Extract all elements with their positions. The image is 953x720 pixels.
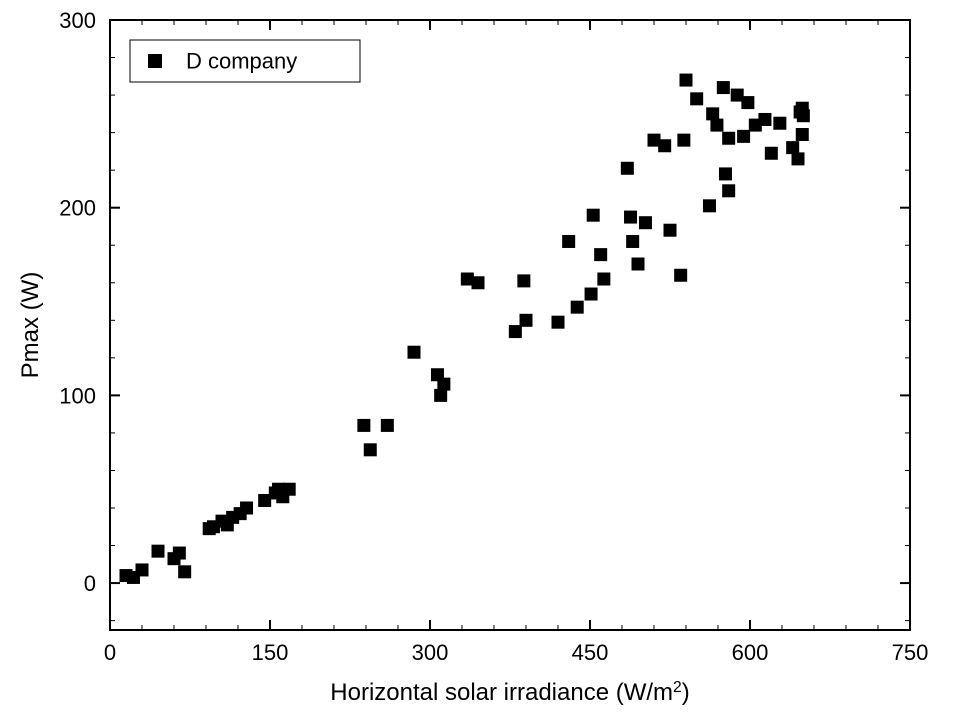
data-point bbox=[241, 502, 253, 514]
data-point bbox=[742, 97, 754, 109]
data-point bbox=[520, 314, 532, 326]
data-point bbox=[719, 168, 731, 180]
x-tick-label: 450 bbox=[572, 640, 609, 665]
data-point bbox=[136, 564, 148, 576]
data-point bbox=[711, 119, 723, 131]
data-point bbox=[381, 419, 393, 431]
data-point bbox=[563, 235, 575, 247]
data-point bbox=[703, 200, 715, 212]
data-point bbox=[796, 128, 808, 140]
data-point bbox=[621, 162, 633, 174]
plot-frame bbox=[110, 20, 910, 630]
data-point bbox=[723, 185, 735, 197]
data-point bbox=[173, 547, 185, 559]
chart-svg: 0 150 300 450 600 750 0 100 200 300 Horizontal sol… bbox=[0, 0, 953, 720]
x-tick-label: 750 bbox=[892, 640, 929, 665]
data-point bbox=[509, 326, 521, 338]
data-point bbox=[639, 217, 651, 229]
legend-label: D company bbox=[186, 49, 297, 74]
data-point bbox=[632, 258, 644, 270]
x-axis-label: Horizontal solar irradiance (W/m2) bbox=[330, 679, 689, 707]
data-point bbox=[552, 316, 564, 328]
x-tick-label: 300 bbox=[412, 640, 449, 665]
data-point bbox=[787, 142, 799, 154]
data-point bbox=[765, 147, 777, 159]
legend-marker-icon bbox=[148, 54, 162, 68]
data-point bbox=[364, 444, 376, 456]
data-point bbox=[598, 273, 610, 285]
data-point bbox=[585, 288, 597, 300]
data-point bbox=[680, 74, 692, 86]
data-point bbox=[738, 130, 750, 142]
data-point bbox=[774, 117, 786, 129]
data-point bbox=[435, 389, 447, 401]
data-point bbox=[408, 346, 420, 358]
data-point bbox=[792, 153, 804, 165]
data-point bbox=[759, 113, 771, 125]
data-point bbox=[625, 211, 637, 223]
y-axis-label: Pmax (W) bbox=[17, 272, 44, 379]
data-point bbox=[438, 378, 450, 390]
data-point bbox=[595, 249, 607, 261]
x-tick-label: 0 bbox=[104, 640, 116, 665]
data-point bbox=[518, 275, 530, 287]
data-point bbox=[797, 110, 809, 122]
data-point bbox=[664, 224, 676, 236]
data-point bbox=[472, 277, 484, 289]
data-point bbox=[152, 545, 164, 557]
data-point bbox=[358, 419, 370, 431]
data-point bbox=[707, 108, 719, 120]
y-tick-label: 200 bbox=[59, 196, 96, 221]
data-point bbox=[691, 93, 703, 105]
x-tick-label: 150 bbox=[252, 640, 289, 665]
data-point bbox=[723, 132, 735, 144]
data-point bbox=[587, 209, 599, 221]
x-tick-label: 600 bbox=[732, 640, 769, 665]
data-point bbox=[179, 566, 191, 578]
data-point bbox=[678, 134, 690, 146]
y-tick-label: 300 bbox=[59, 8, 96, 33]
y-tick-label: 0 bbox=[84, 571, 96, 596]
y-tick-label: 100 bbox=[59, 383, 96, 408]
scatter-chart: 0 150 300 450 600 750 0 100 200 300 Horizontal sol… bbox=[0, 0, 953, 720]
data-point bbox=[659, 140, 671, 152]
data-point bbox=[571, 301, 583, 313]
data-point bbox=[675, 269, 687, 281]
data-point bbox=[283, 483, 295, 495]
data-point bbox=[717, 82, 729, 94]
data-point bbox=[627, 235, 639, 247]
